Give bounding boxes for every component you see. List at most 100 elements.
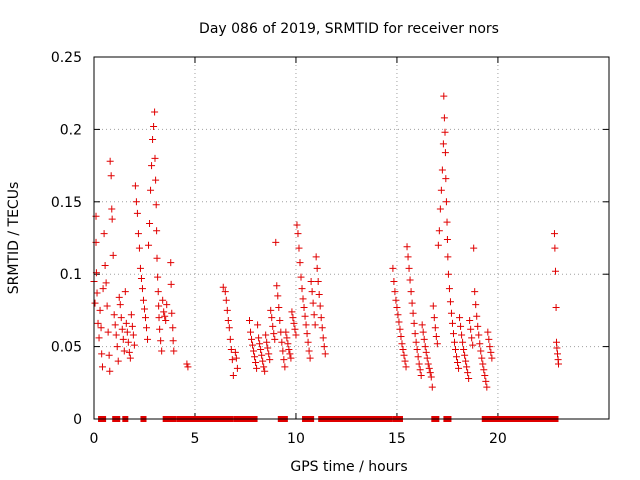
data-point (311, 321, 319, 329)
x-tick-label: 20 (489, 431, 507, 447)
data-point (406, 276, 414, 284)
data-point (246, 317, 254, 325)
data-point (486, 343, 494, 351)
data-point (221, 288, 229, 296)
data-point (482, 377, 490, 385)
data-point (132, 198, 140, 206)
data-point (254, 321, 262, 329)
data-point (299, 295, 307, 303)
data-point (107, 172, 115, 180)
data-point (551, 267, 559, 275)
data-point (443, 235, 451, 243)
data-point (280, 356, 288, 364)
data-point (425, 364, 433, 372)
data-point (301, 312, 309, 320)
data-point (229, 372, 237, 380)
data-point (129, 331, 137, 339)
data-point (262, 331, 270, 339)
data-point (285, 345, 293, 353)
data-point (112, 331, 120, 339)
data-point (184, 363, 192, 371)
data-point (102, 279, 110, 287)
data-point (472, 301, 480, 309)
data-point (305, 347, 313, 355)
data-point (457, 322, 465, 330)
data-point (149, 136, 157, 144)
data-point (293, 221, 301, 229)
data-point (309, 299, 317, 307)
data-point (167, 280, 175, 288)
data-point (479, 360, 487, 368)
data-point (91, 299, 99, 307)
data-point (153, 227, 161, 235)
data-point (265, 350, 273, 358)
axis-ticks: 0 0.05 0.1 0.15 0.2 0.25 0 5 10 15 20 (51, 50, 609, 447)
data-point (263, 338, 271, 346)
data-point (287, 354, 295, 362)
data-point (463, 363, 471, 371)
data-point (424, 360, 432, 368)
data-point (288, 308, 296, 316)
data-point (145, 241, 153, 249)
data-point (282, 328, 290, 336)
data-point (313, 264, 321, 272)
data-point (294, 230, 302, 238)
data-point (170, 347, 178, 355)
data-point (438, 166, 446, 174)
y-tick-label: 0.15 (51, 195, 82, 211)
data-point (98, 350, 106, 358)
data-point (250, 347, 258, 355)
data-point (310, 311, 318, 319)
data-point (222, 296, 230, 304)
data-point (476, 340, 484, 348)
data-point (437, 186, 445, 194)
data-point (395, 318, 403, 326)
data-point (155, 314, 163, 322)
data-point (318, 324, 326, 332)
data-point (448, 319, 456, 327)
data-point (401, 357, 409, 365)
data-point (162, 317, 170, 325)
data-point (128, 322, 136, 330)
data-point (550, 230, 558, 238)
data-point (131, 182, 139, 190)
data-point (399, 345, 407, 353)
data-point (98, 363, 106, 371)
data-point (440, 114, 448, 122)
data-point (117, 314, 125, 322)
x-tick-label: 15 (388, 431, 406, 447)
data-point (418, 321, 426, 329)
data-point (475, 331, 483, 339)
data-point (390, 277, 398, 285)
data-point (264, 344, 272, 352)
data-point (306, 354, 314, 362)
x-tick-label: 0 (90, 431, 99, 447)
data-point (296, 259, 304, 267)
data-point (118, 325, 126, 333)
data-point (135, 244, 143, 252)
data-point (408, 299, 416, 307)
data-point (392, 296, 400, 304)
data-point (302, 321, 310, 329)
data-point (106, 157, 114, 165)
data-point (435, 227, 443, 235)
data-point (138, 285, 146, 293)
data-point (103, 302, 111, 310)
data-point (142, 314, 149, 322)
data-point (303, 330, 311, 338)
data-point (427, 373, 435, 381)
data-point (389, 264, 397, 272)
data-point (432, 332, 440, 340)
data-point (470, 244, 478, 252)
data-point (421, 343, 429, 351)
data-point (144, 335, 152, 343)
data-point (143, 324, 151, 332)
data-point (471, 288, 479, 296)
data-point (95, 334, 103, 342)
data-point (552, 304, 560, 312)
data-point (106, 367, 114, 375)
data-point (440, 92, 448, 100)
data-point (159, 296, 167, 304)
data-point (124, 338, 132, 346)
data-point (400, 351, 408, 359)
